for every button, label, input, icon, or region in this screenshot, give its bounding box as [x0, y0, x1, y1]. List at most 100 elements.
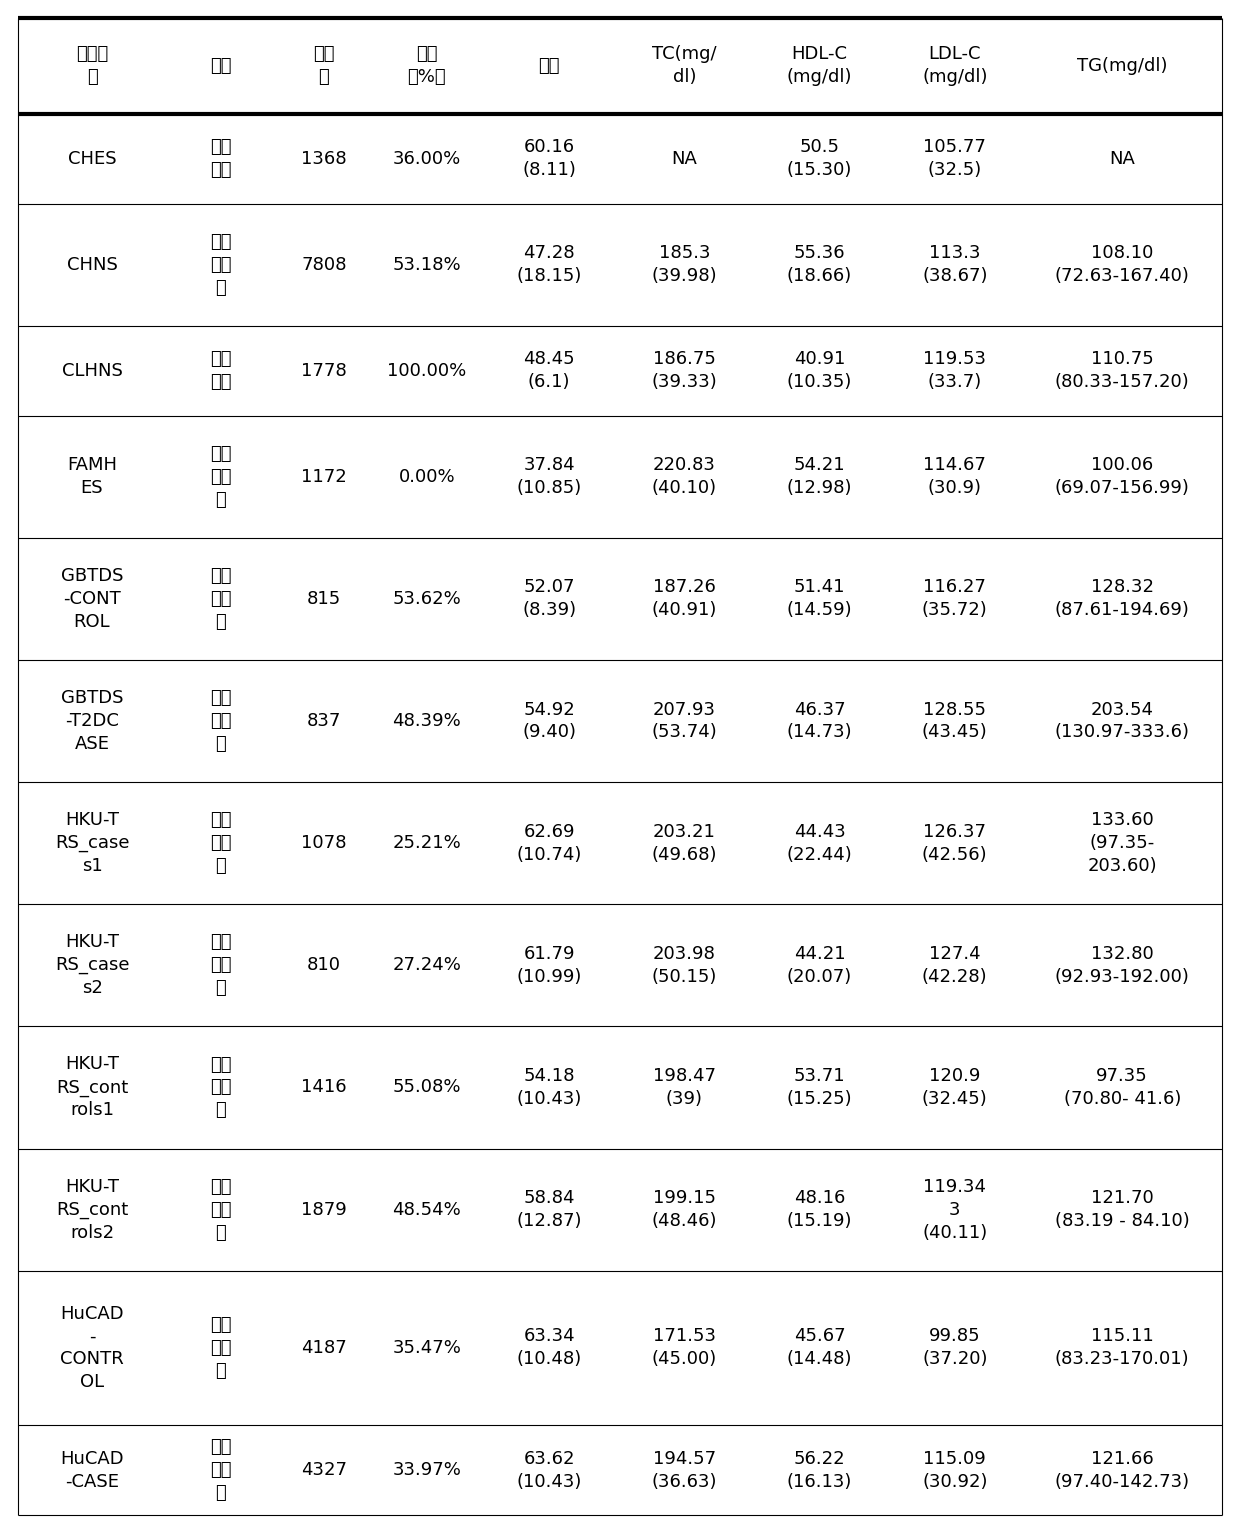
Text: 56.22
(16.13): 56.22 (16.13) [787, 1450, 852, 1490]
Text: 51.41
(14.59): 51.41 (14.59) [787, 578, 852, 619]
Text: 40.91
(10.35): 40.91 (10.35) [787, 351, 852, 390]
Text: 133.60
(97.35-
203.60): 133.60 (97.35- 203.60) [1087, 811, 1157, 875]
Text: 36.00%: 36.00% [393, 149, 461, 168]
Text: 203.98
(50.15): 203.98 (50.15) [652, 946, 717, 985]
Text: 186.75
(39.33): 186.75 (39.33) [651, 351, 717, 390]
Text: 1416: 1416 [301, 1078, 347, 1096]
Text: NA: NA [1110, 149, 1135, 168]
Text: 54.21
(12.98): 54.21 (12.98) [787, 456, 852, 497]
Text: FAMH
ES: FAMH ES [67, 456, 117, 497]
Text: 1778: 1778 [301, 361, 347, 380]
Text: 菲律
宾人: 菲律 宾人 [210, 351, 232, 390]
Text: 52.07
(8.39): 52.07 (8.39) [522, 578, 577, 619]
Text: 37.84
(10.85): 37.84 (10.85) [517, 456, 582, 497]
Text: 53.62%: 53.62% [393, 590, 461, 608]
Text: 110.75
(80.33-157.20): 110.75 (80.33-157.20) [1055, 351, 1189, 390]
Text: 中国
大陆
人: 中国 大陆 人 [210, 689, 232, 753]
Text: 44.21
(20.07): 44.21 (20.07) [787, 946, 852, 985]
Text: 48.45
(6.1): 48.45 (6.1) [523, 351, 575, 390]
Text: 1078: 1078 [301, 834, 346, 852]
Text: HDL-C
(mg/dl): HDL-C (mg/dl) [787, 46, 852, 87]
Text: 128.32
(87.61-194.69): 128.32 (87.61-194.69) [1055, 578, 1189, 619]
Text: 132.80
(92.93-192.00): 132.80 (92.93-192.00) [1055, 946, 1189, 985]
Text: 45.67
(14.48): 45.67 (14.48) [787, 1327, 852, 1368]
Text: 185.3
(39.98): 185.3 (39.98) [651, 244, 717, 285]
Text: 128.55
(43.45): 128.55 (43.45) [921, 700, 988, 741]
Text: CHNS: CHNS [67, 256, 118, 273]
Text: 48.39%: 48.39% [393, 712, 461, 730]
Text: 194.57
(36.63): 194.57 (36.63) [652, 1450, 717, 1490]
Text: 126.37
(42.56): 126.37 (42.56) [923, 822, 987, 863]
Text: 127.4
(42.28): 127.4 (42.28) [923, 946, 987, 985]
Text: 198.47
(39): 198.47 (39) [653, 1068, 715, 1107]
Text: 120.9
(32.45): 120.9 (32.45) [921, 1068, 988, 1107]
Text: 54.18
(10.43): 54.18 (10.43) [517, 1068, 582, 1107]
Text: 99.85
(37.20): 99.85 (37.20) [923, 1327, 987, 1368]
Text: GBTDS
-T2DC
ASE: GBTDS -T2DC ASE [61, 689, 123, 753]
Text: 63.62
(10.43): 63.62 (10.43) [517, 1450, 582, 1490]
Text: 100.06
(69.07-156.99): 100.06 (69.07-156.99) [1055, 456, 1189, 497]
Text: 种族: 种族 [210, 56, 232, 75]
Text: 25.21%: 25.21% [393, 834, 461, 852]
Text: 113.3
(38.67): 113.3 (38.67) [923, 244, 987, 285]
Text: 中国
大陆
人: 中国 大陆 人 [210, 567, 232, 631]
Text: 中国
大陆
人: 中国 大陆 人 [210, 445, 232, 508]
Text: 4187: 4187 [301, 1339, 347, 1357]
Text: 121.70
(83.19 - 84.10): 121.70 (83.19 - 84.10) [1055, 1190, 1189, 1231]
Text: CLHNS: CLHNS [62, 361, 123, 380]
Text: 中国
大陆
人: 中国 大陆 人 [210, 1438, 232, 1502]
Text: 美籍
华人: 美籍 华人 [210, 139, 232, 178]
Text: 0.00%: 0.00% [398, 468, 455, 485]
Text: 55.36
(18.66): 55.36 (18.66) [787, 244, 852, 285]
Text: 63.34
(10.48): 63.34 (10.48) [517, 1327, 582, 1368]
Text: 中国
香港
人: 中国 香港 人 [210, 811, 232, 875]
Text: 48.54%: 48.54% [393, 1200, 461, 1218]
Text: 4327: 4327 [301, 1461, 347, 1479]
Text: 中国
香港
人: 中国 香港 人 [210, 1055, 232, 1119]
Text: 207.93
(53.74): 207.93 (53.74) [651, 700, 717, 741]
Text: HKU-T
RS_cont
rols1: HKU-T RS_cont rols1 [56, 1055, 128, 1119]
Text: 203.54
(130.97-333.6): 203.54 (130.97-333.6) [1055, 700, 1189, 741]
Text: 97.35
(70.80- 41.6): 97.35 (70.80- 41.6) [1064, 1068, 1180, 1107]
Text: 年龄: 年龄 [538, 56, 560, 75]
Text: HuCAD
-
CONTR
OL: HuCAD - CONTR OL [61, 1304, 124, 1391]
Text: 187.26
(40.91): 187.26 (40.91) [652, 578, 717, 619]
Text: 115.11
(83.23-170.01): 115.11 (83.23-170.01) [1055, 1327, 1189, 1368]
Text: 54.92
(9.40): 54.92 (9.40) [522, 700, 577, 741]
Text: 171.53
(45.00): 171.53 (45.00) [652, 1327, 717, 1368]
Text: 837: 837 [306, 712, 341, 730]
Text: 53.71
(15.25): 53.71 (15.25) [787, 1068, 852, 1107]
Text: TG(mg/dl): TG(mg/dl) [1078, 56, 1167, 75]
Text: 115.09
(30.92): 115.09 (30.92) [923, 1450, 987, 1490]
Text: 47.28
(18.15): 47.28 (18.15) [517, 244, 582, 285]
Text: 50.5
(15.30): 50.5 (15.30) [787, 139, 852, 178]
Text: 7808: 7808 [301, 256, 346, 273]
Text: HKU-T
RS_case
s2: HKU-T RS_case s2 [55, 933, 129, 997]
Text: 1172: 1172 [301, 468, 347, 485]
Text: 58.84
(12.87): 58.84 (12.87) [516, 1190, 582, 1231]
Text: 33.97%: 33.97% [392, 1461, 461, 1479]
Text: 105.77
(32.5): 105.77 (32.5) [924, 139, 986, 178]
Text: 203.21
(49.68): 203.21 (49.68) [652, 822, 717, 863]
Text: 114.67
(30.9): 114.67 (30.9) [924, 456, 986, 497]
Text: 中国
香港
人: 中国 香港 人 [210, 1177, 232, 1241]
Text: 48.16
(15.19): 48.16 (15.19) [787, 1190, 852, 1231]
Text: 810: 810 [306, 956, 341, 974]
Text: 55.08%: 55.08% [393, 1078, 461, 1096]
Text: 男性
（%）: 男性 （%） [408, 46, 446, 87]
Text: 44.43
(22.44): 44.43 (22.44) [786, 822, 852, 863]
Text: 中国
大陆
人: 中国 大陆 人 [210, 233, 232, 296]
Text: HKU-T
RS_case
s1: HKU-T RS_case s1 [55, 811, 129, 875]
Text: 121.66
(97.40-142.73): 121.66 (97.40-142.73) [1055, 1450, 1189, 1490]
Text: 815: 815 [306, 590, 341, 608]
Text: 119.53
(33.7): 119.53 (33.7) [924, 351, 986, 390]
Text: 61.79
(10.99): 61.79 (10.99) [517, 946, 582, 985]
Text: 60.16
(8.11): 60.16 (8.11) [522, 139, 577, 178]
Text: HKU-T
RS_cont
rols2: HKU-T RS_cont rols2 [56, 1177, 128, 1241]
Text: 220.83
(40.10): 220.83 (40.10) [652, 456, 717, 497]
Text: 队列研
究: 队列研 究 [76, 46, 108, 87]
Text: 1368: 1368 [301, 149, 347, 168]
Text: HuCAD
-CASE: HuCAD -CASE [61, 1450, 124, 1490]
Text: TC(mg/
dl): TC(mg/ dl) [652, 46, 717, 87]
Text: 中国
香港
人: 中国 香港 人 [210, 933, 232, 997]
